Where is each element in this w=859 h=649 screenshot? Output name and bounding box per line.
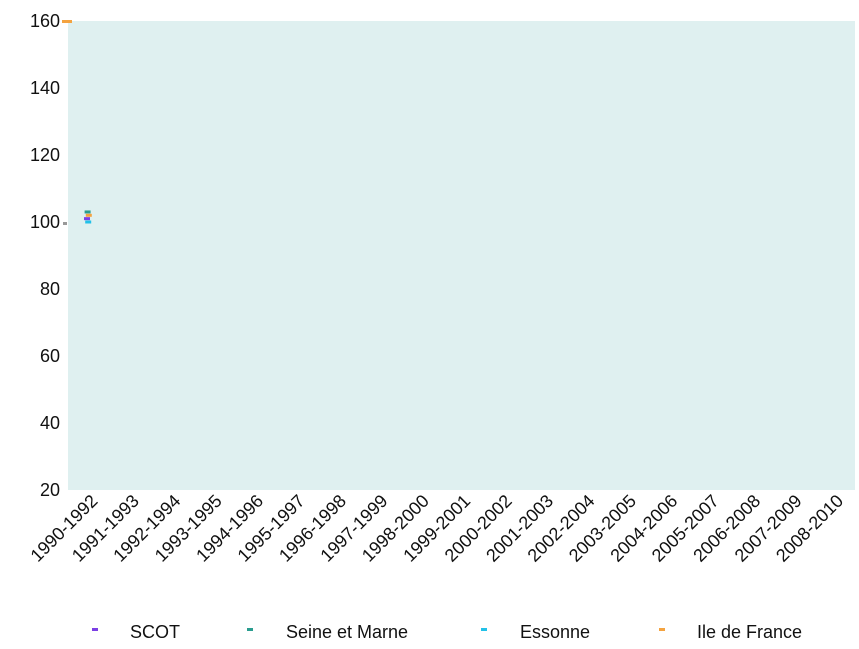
y-tick-label: 160: [30, 11, 60, 31]
y-tick-label: 60: [40, 346, 60, 366]
data-point: [85, 220, 92, 224]
legend-label: SCOT: [130, 622, 180, 642]
y-tick-label: 20: [40, 480, 60, 500]
legend-label: Seine et Marne: [286, 622, 408, 642]
legend-swatch: [659, 628, 665, 631]
y-tick-label: 80: [40, 279, 60, 299]
y-tick-label: 100: [30, 212, 60, 232]
data-point: [84, 210, 91, 214]
y-tick-label: 140: [30, 78, 60, 98]
y-tick-label: 120: [30, 145, 60, 165]
legend-swatch: [247, 628, 253, 631]
legend-swatch: [92, 628, 98, 631]
legend-label: Ile de France: [697, 622, 802, 642]
axis-marker: [63, 222, 67, 225]
legend-label: Essonne: [520, 622, 590, 642]
y-tick-label: 40: [40, 413, 60, 433]
data-point: [84, 217, 90, 221]
plot-area: [68, 21, 855, 490]
axis-marker: [62, 20, 72, 23]
data-point: [85, 213, 92, 217]
legend-swatch: [481, 628, 487, 631]
